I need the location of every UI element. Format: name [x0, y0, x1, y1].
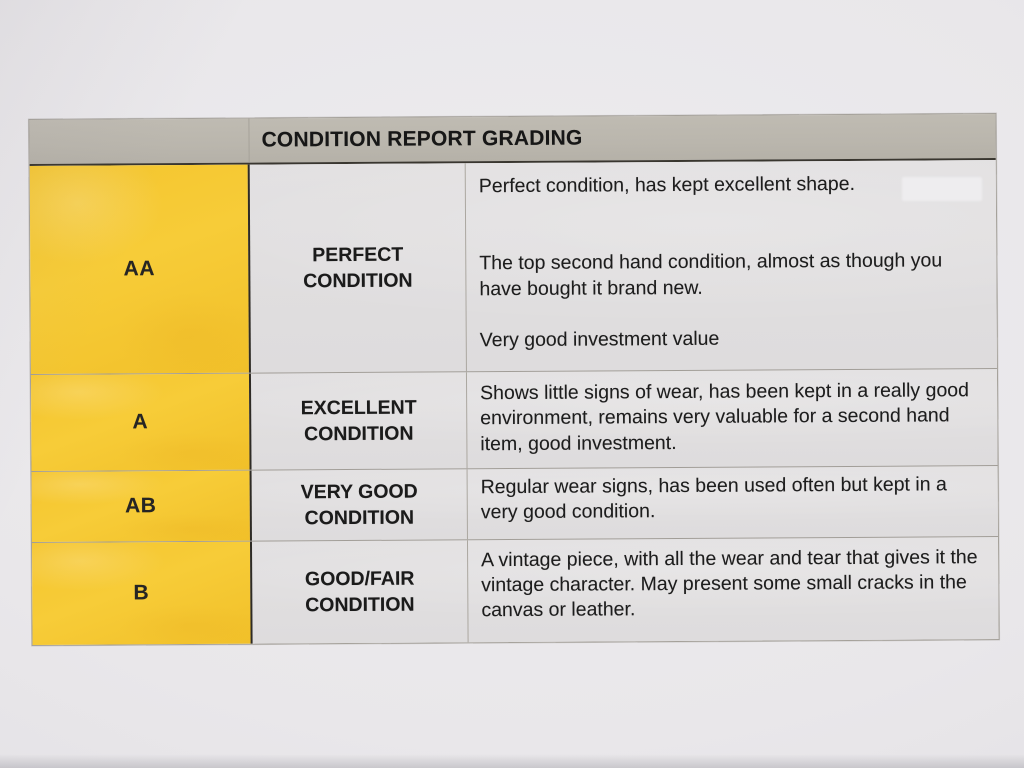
table-row-a: A EXCELLENT CONDITION Shows little signs…: [30, 368, 998, 471]
grade-cell-aa: AA: [29, 164, 251, 374]
table-title: CONDITION REPORT GRADING: [261, 126, 583, 152]
header-grade-column-spacer: [29, 118, 250, 164]
table-header-row: CONDITION REPORT GRADING: [29, 114, 996, 166]
description-paragraph: Very good investment value: [479, 327, 720, 352]
condition-cell-ab: VERY GOOD CONDITION: [251, 469, 468, 541]
description-cell-a: Shows little signs of wear, has been kep…: [467, 369, 998, 468]
grade-cell-a: A: [30, 373, 252, 471]
description-paragraph: The top second hand condition, almost as…: [479, 249, 943, 300]
table-row-b: B GOOD/FAIR CONDITION A vintage piece, w…: [31, 536, 999, 645]
description-cell-aa: Perfect condition, has kept excellent sh…: [466, 160, 997, 371]
description-paragraph: Shows little signs of wear, has been kep…: [480, 379, 970, 455]
description-paragraph: A vintage piece, with all the wear and t…: [481, 546, 978, 622]
condition-cell-b: GOOD/FAIR CONDITION: [251, 540, 469, 644]
table-row-ab: AB VERY GOOD CONDITION Regular wear sign…: [31, 465, 998, 542]
condition-cell-aa: PERFECT CONDITION: [249, 163, 467, 373]
grade-cell-b: B: [31, 541, 253, 645]
table-row-aa: AA PERFECT CONDITION Perfect condition, …: [29, 160, 997, 374]
description-paragraph: Regular wear signs, has been used often …: [480, 473, 947, 524]
grade-cell-ab: AB: [31, 470, 252, 542]
description-paragraph: Perfect condition, has kept excellent sh…: [478, 172, 856, 198]
description-cell-b: A vintage piece, with all the wear and t…: [468, 537, 999, 642]
condition-grading-table: CONDITION REPORT GRADING AA PERFECT COND…: [28, 113, 1000, 646]
description-cell-ab: Regular wear signs, has been used often …: [468, 466, 998, 539]
condition-cell-a: EXCELLENT CONDITION: [250, 372, 468, 470]
